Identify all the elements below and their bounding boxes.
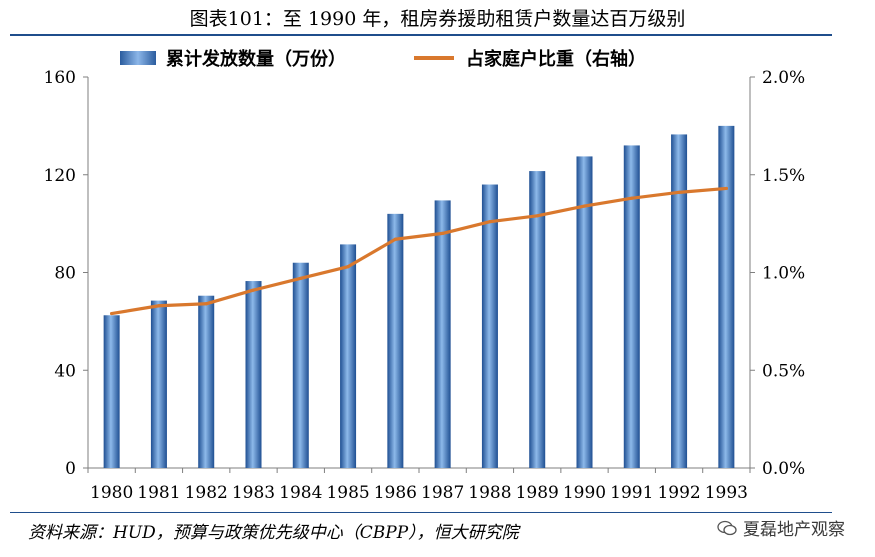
line-point [157, 304, 161, 308]
bar [103, 315, 120, 468]
y-left-tick-label: 40 [54, 361, 76, 381]
line-point [299, 276, 303, 280]
y-right-tick-label: 0.0% [762, 459, 805, 479]
bar [576, 156, 593, 468]
x-tick-label: 1988 [468, 483, 511, 503]
bar [150, 300, 167, 468]
line-point [582, 204, 587, 208]
bar [718, 125, 735, 468]
x-tick-label: 1982 [185, 483, 228, 503]
x-tick-label: 1985 [326, 483, 369, 503]
y-right-tick-label: 1.5% [762, 166, 805, 186]
x-tick-label: 1981 [137, 483, 180, 503]
y-left-tick-label: 160 [44, 68, 76, 88]
x-tick-label: 1987 [421, 483, 464, 503]
x-tick-label: 1980 [90, 483, 133, 503]
line-point [346, 265, 350, 269]
bar [671, 134, 688, 468]
bar-series [103, 125, 735, 469]
legend-bar-swatch [120, 51, 156, 65]
x-tick-label: 1986 [374, 483, 417, 503]
bar [434, 200, 451, 469]
line-point [535, 214, 539, 218]
bar [387, 213, 404, 468]
title-divider [10, 34, 832, 36]
y-left-tick-label: 0 [65, 459, 76, 479]
line-point [393, 237, 397, 241]
legend-bar-label: 累计发放数量（万份） [166, 49, 346, 70]
line-point [204, 302, 208, 306]
y-left-tick-label: 80 [54, 264, 76, 284]
axes [83, 76, 755, 473]
line-point [724, 186, 728, 191]
bar [340, 244, 357, 468]
x-tick-label: 1984 [279, 483, 322, 503]
x-tick-label: 1991 [610, 483, 653, 503]
line-point [677, 190, 681, 194]
bar [292, 262, 309, 468]
wechat-icon [717, 520, 737, 535]
line-point [488, 220, 492, 224]
bar [623, 145, 640, 469]
share-line [110, 186, 728, 316]
line-series [110, 186, 728, 316]
watermark: 夏磊地产观察 [717, 515, 845, 540]
line-point [630, 196, 634, 200]
source-divider [10, 512, 832, 513]
legend-line-swatch [414, 56, 454, 60]
source-note: 资料来源：HUD，预算与政策优先级中心（CBPP），恒大研究院 [28, 523, 519, 543]
x-tick-label: 1992 [657, 483, 700, 503]
chart-title: 图表101：至 1990 年，租房券援助租赁户数量达百万级别 [189, 8, 686, 30]
bar [198, 295, 215, 468]
line-point [110, 311, 114, 316]
legend: 累计发放数量（万份） 占家庭户比重（右轴） [120, 44, 646, 72]
watermark-text: 夏磊地产观察 [743, 520, 845, 540]
y-right-tick-label: 1.0% [762, 264, 805, 284]
line-point [251, 288, 256, 292]
bar [245, 281, 262, 468]
y-right-tick-label: 0.5% [762, 361, 805, 381]
x-tick-label: 1993 [705, 483, 748, 503]
x-tick-label: 1990 [563, 483, 606, 503]
y-right-tick-label: 2.0% [762, 68, 805, 88]
x-tick-label: 1989 [516, 483, 559, 503]
x-tick-label: 1983 [232, 483, 275, 503]
y-left-tick-label: 120 [44, 166, 76, 186]
bar [481, 184, 498, 468]
legend-line-label: 占家庭户比重（右轴） [466, 49, 646, 70]
line-point [441, 231, 445, 235]
bar [529, 171, 546, 468]
